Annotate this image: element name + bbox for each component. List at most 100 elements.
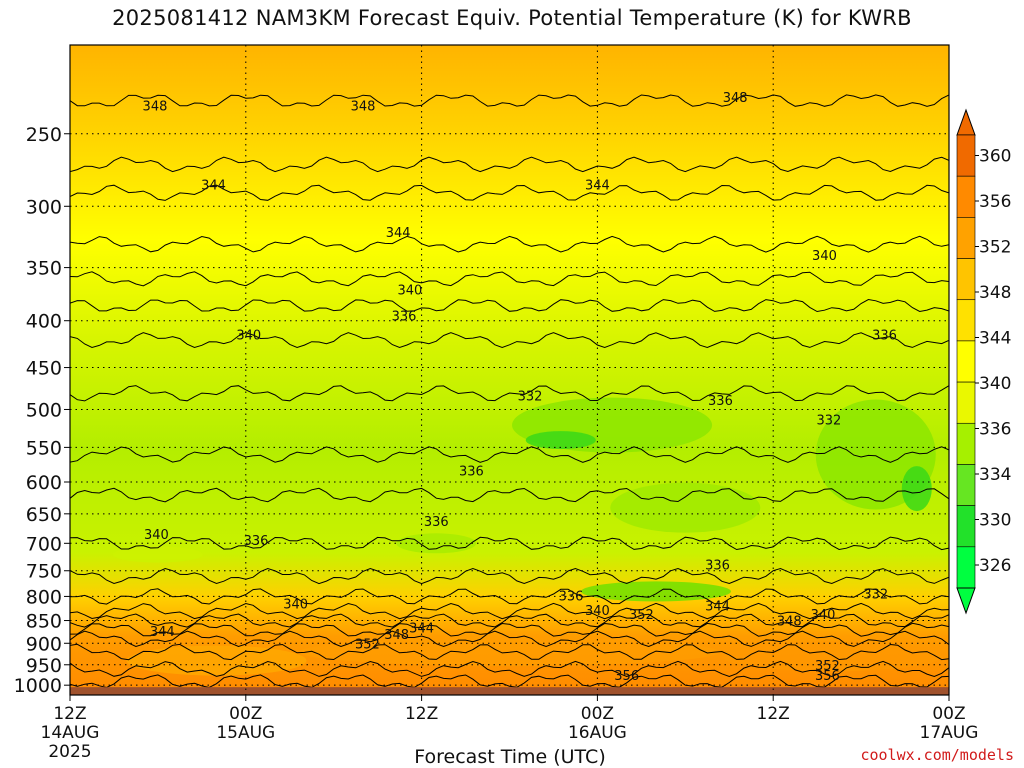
contour-line <box>70 446 949 463</box>
contour-label: 336 <box>424 515 449 530</box>
x-tick-label: 12Z <box>53 704 86 724</box>
contour-label: 352 <box>815 659 840 674</box>
colorbar-tick-label: 344 <box>979 329 1011 349</box>
contour-label: 340 <box>144 528 169 543</box>
x-tick-date: 15AUG <box>216 723 275 743</box>
contour-label: 336 <box>244 534 269 549</box>
contour-line <box>70 235 949 253</box>
colorbar-extend-bottom <box>956 587 976 615</box>
x-tick-date: 14AUG <box>41 723 100 743</box>
contour-line <box>70 567 949 585</box>
y-tick-label: 300 <box>26 196 62 218</box>
y-tick-label: 350 <box>26 258 62 280</box>
colorbar-segment <box>956 381 976 424</box>
colorbar-tick-label: 348 <box>979 283 1011 303</box>
field-patch-4 <box>610 482 761 533</box>
x-tick-date: 17AUG <box>920 723 979 743</box>
contour-line <box>70 602 949 620</box>
y-tick-label: 450 <box>26 358 62 380</box>
contour-label: 348 <box>777 615 802 630</box>
contour-label: 336 <box>705 558 730 573</box>
contour-label: 344 <box>201 178 226 193</box>
contour-label: 356 <box>614 669 639 684</box>
contour-label: 348 <box>723 91 748 106</box>
contour-label: 356 <box>815 669 840 684</box>
contour-label: 348 <box>351 100 376 115</box>
colorbar-tick-label: 352 <box>979 238 1011 258</box>
colorbar-segment <box>956 258 976 301</box>
y-tick-label: 550 <box>26 437 62 459</box>
contour-label: 340 <box>397 284 422 299</box>
contour-label: 340 <box>812 249 837 264</box>
contour-label: 336 <box>392 310 417 325</box>
contour-label: 352 <box>629 608 654 623</box>
y-tick-label: 700 <box>26 533 62 555</box>
contour-line <box>70 622 949 637</box>
contour-label: 340 <box>585 604 610 619</box>
colorbar-segment <box>956 299 976 342</box>
contour-label: 332 <box>518 390 543 405</box>
contour-label: 344 <box>386 226 411 241</box>
colorbar-segment <box>956 464 976 506</box>
colorbar-segment <box>956 546 976 589</box>
y-tick-label: 750 <box>26 561 62 583</box>
y-tick-label: 600 <box>26 472 62 494</box>
x-tick-label: 12Z <box>757 704 790 724</box>
field-patch-8 <box>721 641 942 672</box>
field-patch-10 <box>112 546 203 563</box>
contour-label: 348 <box>384 628 409 643</box>
field-patch-1 <box>525 431 596 450</box>
contour-label: 344 <box>150 625 175 640</box>
contour-line <box>70 613 949 628</box>
contour-line <box>70 588 949 605</box>
contour-line <box>70 156 949 173</box>
contour-line <box>70 674 949 689</box>
x-tick-label: 00Z <box>932 704 965 724</box>
y-tick-label: 900 <box>26 633 62 655</box>
y-axis: 250 300 350 400 450 500 550 600 650 700 750 800 8509… <box>14 124 70 697</box>
contour-label: 352 <box>355 637 380 652</box>
contour-label: 344 <box>409 621 434 636</box>
y-tick-label: 400 <box>26 311 62 333</box>
contour-line <box>70 630 949 648</box>
colorbar-segment <box>956 422 976 465</box>
contour-line <box>70 184 949 201</box>
y-tick-label: 800 <box>26 586 62 608</box>
contour-line <box>70 298 949 313</box>
field-patch-3 <box>901 466 932 512</box>
colorbar-extend-top <box>956 108 976 136</box>
y-tick-label: 500 <box>26 399 62 421</box>
colorbar-tick-label: 334 <box>979 465 1011 485</box>
contour-label: 332 <box>816 414 841 429</box>
y-tick-label: 850 <box>26 611 62 633</box>
ground-surface <box>70 687 949 695</box>
field-patch-7 <box>126 645 307 676</box>
source-credit: coolwx.com/models <box>860 746 1014 764</box>
y-tick-label: 250 <box>26 124 62 146</box>
y-tick-label: 650 <box>26 504 62 526</box>
plot-frame <box>69 44 950 696</box>
x-tick-label: 00Z <box>229 704 262 724</box>
x-tick-date: 16AUG <box>568 723 627 743</box>
colorbar-tick-label: 336 <box>979 420 1011 440</box>
contour-label: 336 <box>708 394 733 409</box>
contour-line <box>70 332 949 349</box>
field-patch-11 <box>396 533 477 554</box>
contour-label: 348 <box>143 100 168 115</box>
contour-label: 336 <box>559 589 584 604</box>
contour-line <box>70 94 949 107</box>
colorbar-tick-label: 340 <box>979 374 1011 394</box>
contour-label: 336 <box>872 328 897 343</box>
chart-title: 2025081412 NAM3KM Forecast Equiv. Potent… <box>112 6 912 30</box>
contour-line <box>70 271 949 287</box>
colorbar-tick-label: 330 <box>979 511 1011 531</box>
colorbar: 326 330 334 336 340 344 348 352 356 360 <box>956 108 1011 615</box>
x-tick-label: 00Z <box>581 704 614 724</box>
colorbar-tick-label: 356 <box>979 192 1011 212</box>
contour-line <box>70 487 949 503</box>
contour-label: 344 <box>705 599 730 614</box>
theta-e-field <box>70 45 949 695</box>
